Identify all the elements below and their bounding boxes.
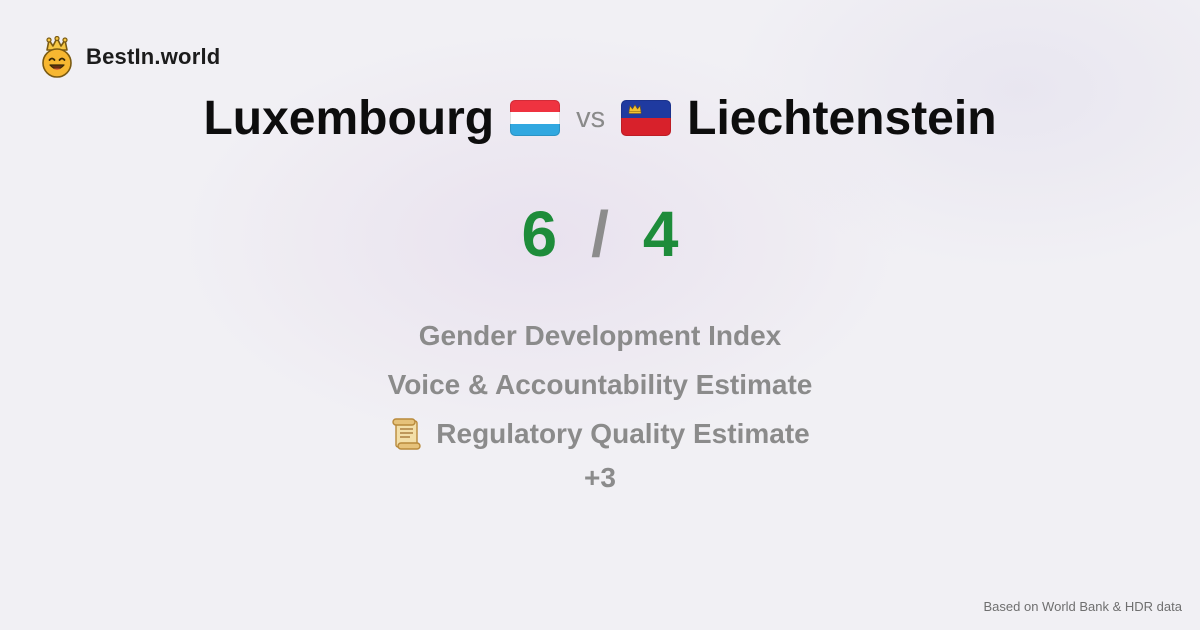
metric-label: Voice & Accountability Estimate (387, 368, 813, 400)
more-metrics-count[interactable]: +3 (584, 462, 616, 493)
metric-item[interactable]: Gender Development Index (0, 311, 1200, 360)
scroll-icon (392, 417, 421, 450)
metric-label: Regulatory Quality Estimate (436, 417, 810, 449)
left-country-name[interactable]: Luxembourg (203, 91, 495, 145)
metric-item[interactable]: Voice & Accountability Estimate (0, 360, 1200, 409)
score-separator: / (591, 198, 609, 270)
metric-item[interactable]: Regulatory Quality Estimate (0, 409, 1200, 458)
brand-name: BestIn.world (86, 44, 221, 69)
versus-label: vs (576, 101, 606, 134)
liechtenstein-flag-icon (621, 100, 672, 136)
left-score: 6 (521, 198, 558, 270)
data-source-note: Based on World Bank & HDR data (983, 599, 1182, 614)
comparison-title: Luxembourg vs Liechtenstein (0, 88, 1200, 148)
score-display: 6 / 4 (0, 196, 1200, 272)
luxembourg-flag-icon (510, 100, 561, 136)
brand[interactable]: BestIn.world (38, 36, 220, 78)
metric-label: Gender Development Index (418, 319, 782, 351)
metric-list: Gender Development Index Voice & Account… (0, 311, 1200, 458)
right-country-name[interactable]: Liechtenstein (687, 91, 997, 145)
crowned-smiley-icon (42, 36, 72, 78)
right-score: 4 (642, 198, 679, 270)
